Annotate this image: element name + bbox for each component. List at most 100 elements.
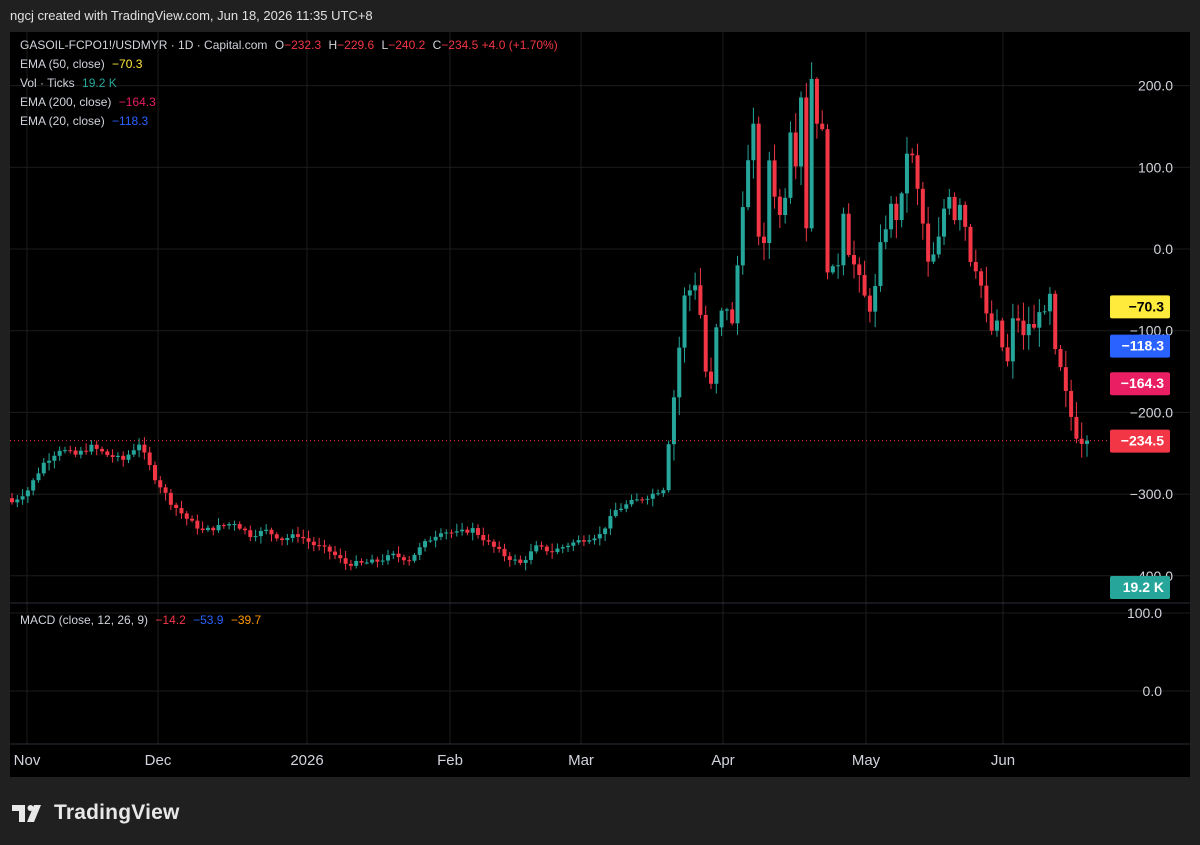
candle bbox=[989, 300, 994, 335]
candle-body bbox=[10, 498, 14, 503]
candle-body bbox=[979, 271, 984, 286]
candle bbox=[444, 529, 449, 540]
candle bbox=[470, 522, 475, 541]
candle bbox=[724, 307, 729, 321]
candle-body bbox=[1021, 320, 1026, 336]
candle-body bbox=[1042, 311, 1047, 313]
candle bbox=[47, 453, 52, 471]
candle bbox=[788, 121, 793, 204]
candle-body bbox=[258, 530, 263, 537]
candle-body bbox=[910, 153, 915, 156]
candle bbox=[370, 554, 375, 565]
candle-body bbox=[931, 254, 936, 262]
candle bbox=[544, 544, 549, 556]
candle bbox=[264, 524, 269, 535]
candle bbox=[915, 143, 920, 206]
ema50-price-tag-label: −70.3 bbox=[1129, 298, 1165, 314]
candle bbox=[163, 484, 168, 501]
ema20-legend[interactable]: EMA (20, close) −118.3 bbox=[20, 113, 148, 129]
candle-body bbox=[544, 546, 549, 552]
candle bbox=[84, 443, 89, 455]
macd-axis: 100.0 0.0 bbox=[1127, 605, 1162, 699]
candle-body bbox=[41, 462, 46, 474]
candle bbox=[608, 509, 613, 535]
candle bbox=[942, 199, 947, 246]
candle-body bbox=[417, 547, 422, 555]
candle-body bbox=[264, 529, 269, 531]
candle bbox=[412, 553, 417, 563]
candle bbox=[592, 534, 597, 545]
candle-body bbox=[719, 310, 724, 328]
candle-body bbox=[746, 160, 751, 208]
volume-legend[interactable]: Vol · Ticks 19.2 K bbox=[20, 75, 117, 91]
candle bbox=[1016, 304, 1021, 333]
volume-tag-bg bbox=[1110, 576, 1170, 599]
tradingview-logo[interactable]: TradingView bbox=[12, 800, 180, 826]
chart-frame[interactable]: 200.0 100.0 0.0 −100.0 −200.0 −300.0 −400.0 10… bbox=[10, 32, 1190, 777]
candle-body bbox=[836, 265, 841, 267]
time-tick-label: Feb bbox=[437, 752, 463, 769]
candle bbox=[502, 543, 507, 562]
candle-body bbox=[767, 160, 772, 244]
candle bbox=[110, 449, 115, 463]
candle-body bbox=[253, 536, 258, 538]
candle bbox=[640, 497, 645, 504]
candle-body bbox=[68, 450, 73, 452]
candle bbox=[62, 446, 67, 454]
candle bbox=[1026, 306, 1031, 350]
candle-body bbox=[137, 444, 142, 451]
ema50-value: −70.3 bbox=[112, 57, 143, 71]
candle bbox=[889, 196, 894, 238]
candle bbox=[311, 536, 316, 552]
candle bbox=[777, 188, 782, 228]
candle-body bbox=[354, 561, 359, 566]
candle bbox=[730, 301, 735, 326]
ema50-legend[interactable]: EMA (50, close) −70.3 bbox=[20, 56, 142, 72]
candle bbox=[1069, 379, 1074, 431]
candle-body bbox=[952, 196, 957, 221]
ema20-price-tag-bg bbox=[1110, 334, 1170, 358]
candle bbox=[894, 196, 899, 239]
candle bbox=[830, 264, 835, 275]
candle-body bbox=[687, 290, 692, 296]
candle bbox=[904, 137, 909, 213]
candle-body bbox=[1058, 349, 1063, 368]
candle bbox=[555, 543, 560, 555]
candle bbox=[243, 526, 248, 535]
candle bbox=[317, 537, 322, 551]
candle bbox=[10, 493, 14, 505]
ema200-price-tag: −164.3 bbox=[1110, 372, 1170, 396]
candle bbox=[984, 266, 989, 323]
candle bbox=[115, 452, 120, 462]
macd-legend[interactable]: MACD (close, 12, 26, 9) −14.2 −53.9 −39.… bbox=[20, 612, 261, 628]
candle bbox=[841, 207, 846, 276]
candle bbox=[899, 191, 904, 228]
candle bbox=[73, 446, 78, 458]
candle bbox=[253, 529, 258, 542]
candle bbox=[78, 446, 83, 459]
candle bbox=[391, 550, 396, 559]
candle bbox=[338, 548, 343, 563]
candle bbox=[550, 543, 555, 559]
candle-body bbox=[1074, 416, 1079, 439]
candle-body bbox=[788, 132, 793, 198]
candle-body bbox=[894, 203, 899, 221]
ema20-label: EMA (20, close) bbox=[20, 114, 105, 128]
candle-body bbox=[433, 536, 438, 541]
candle bbox=[560, 544, 565, 554]
time-axis[interactable]: Nov Dec 2026 Feb Mar Apr May Jun bbox=[14, 752, 1015, 769]
candle-body bbox=[799, 97, 804, 167]
candle-body bbox=[163, 487, 168, 493]
candle bbox=[809, 62, 814, 232]
candle-body bbox=[1085, 440, 1089, 444]
candle bbox=[671, 390, 676, 461]
last-price-tag: −234.5 bbox=[1110, 429, 1170, 453]
candle-body bbox=[460, 529, 465, 532]
candle-body bbox=[1053, 293, 1058, 350]
ema200-legend[interactable]: EMA (200, close) −164.3 bbox=[20, 94, 156, 110]
candle bbox=[285, 533, 290, 546]
candle bbox=[783, 188, 788, 224]
candle bbox=[772, 144, 777, 209]
